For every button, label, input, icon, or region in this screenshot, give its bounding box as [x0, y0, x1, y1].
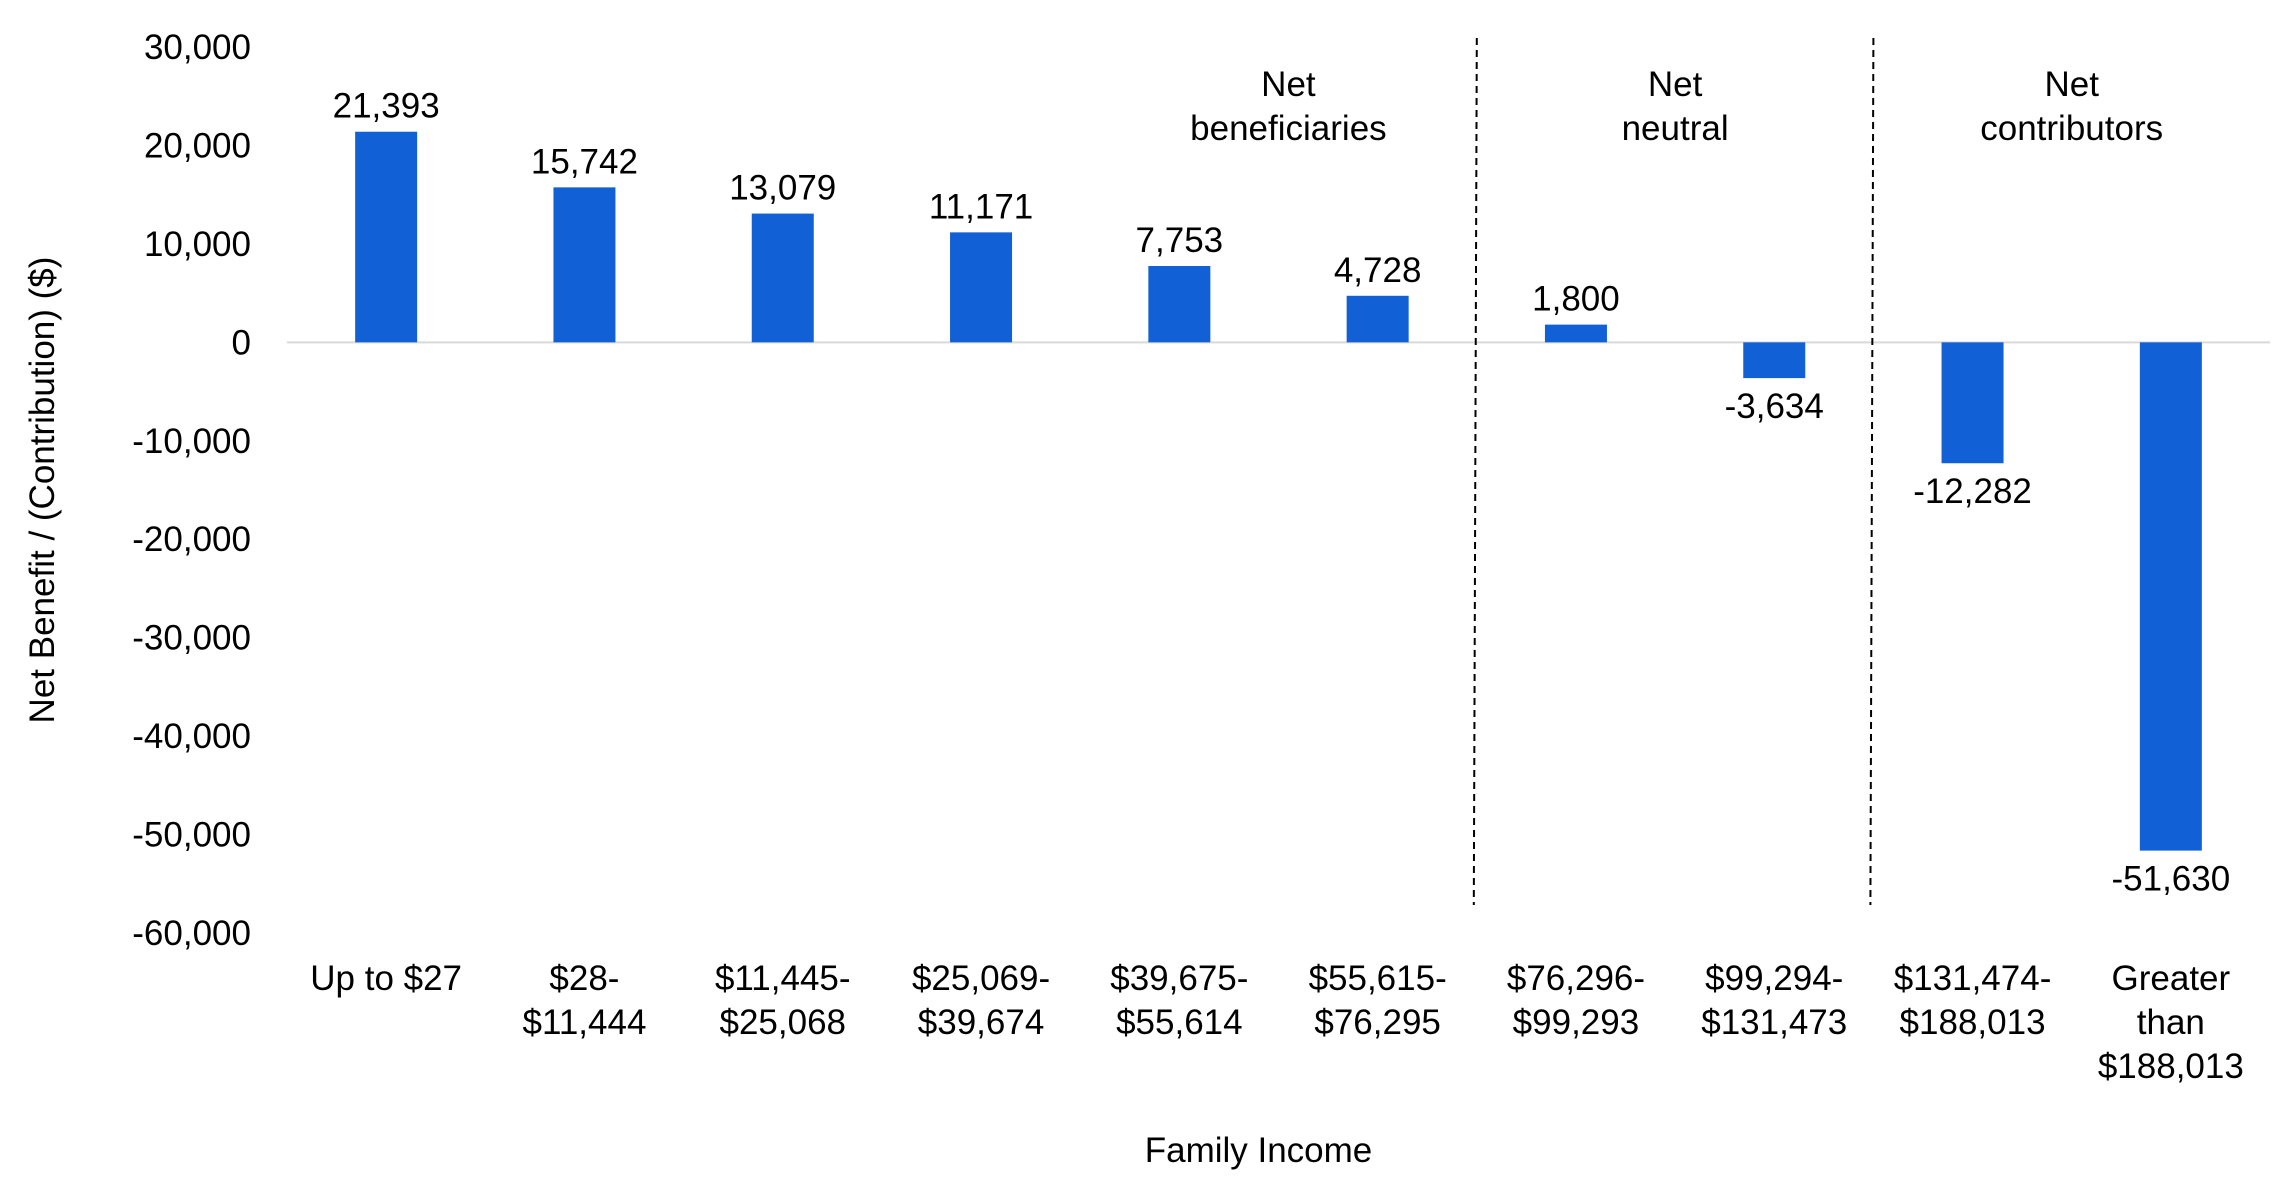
bar: [2139, 342, 2202, 851]
x-axis-title: Family Income: [1145, 1131, 1373, 1170]
group-label-line: Net: [1648, 65, 1703, 104]
group-divider: [1869, 37, 1875, 906]
x-category-label-line: Up to $27: [310, 959, 462, 998]
x-category-label-line: $131,474-: [1894, 959, 2052, 998]
bar-value-label: -3,634: [1725, 387, 1824, 426]
x-category-label: $99,294- $131,473: [1701, 959, 1847, 1042]
y-tick-label: 0: [232, 323, 251, 362]
bar: [1544, 324, 1607, 343]
bar-value-label: 11,171: [929, 187, 1033, 226]
bar-value-label: 1,800: [1532, 280, 1620, 319]
bar: [1743, 342, 1806, 379]
bar: [1941, 342, 2004, 464]
group-label-line: Net: [2044, 65, 2099, 104]
group-divider: [1472, 37, 1478, 906]
value-labels: 21,393 15,742 13,079 11,171 7,753 4,728 1,800 -…: [333, 87, 2231, 899]
group-label: Net contributors: [1980, 65, 2163, 148]
bar: [355, 131, 418, 343]
x-category-label-line: $76,295: [1314, 1003, 1441, 1042]
y-tick-label: -20,000: [132, 520, 251, 559]
y-tick-label: -40,000: [132, 717, 251, 756]
bar: [751, 213, 814, 343]
x-category-label-line: than: [2137, 1003, 2205, 1042]
x-category-label-line: $76,296-: [1507, 959, 1645, 998]
bar-value-label: -12,282: [1913, 472, 2032, 511]
x-category-label-line: Greater: [2112, 959, 2231, 998]
y-tick-label: -30,000: [132, 619, 251, 658]
x-category-label: $11,445- $25,068: [715, 959, 851, 1042]
group-label-line: contributors: [1980, 109, 2163, 148]
bar: [553, 187, 616, 343]
group-label-line: neutral: [1622, 109, 1729, 148]
x-category-label-line: $99,293: [1513, 1003, 1640, 1042]
y-tick-label: -50,000: [132, 816, 251, 855]
x-axis-category-labels: Up to $27 $28- $11,444 $11,445- $25,068 $25,0…: [310, 959, 2244, 1086]
bar: [950, 232, 1013, 343]
bar-value-label: -51,630: [2111, 860, 2230, 899]
x-category-label: $28- $11,444: [522, 959, 646, 1042]
bars: [355, 131, 2202, 851]
x-category-label-line: $28-: [549, 959, 619, 998]
group-dividers: [1472, 37, 1875, 906]
y-tick-label: -60,000: [132, 914, 251, 953]
bar-value-label: 13,079: [729, 169, 836, 208]
x-category-label: $76,296- $99,293: [1507, 959, 1645, 1042]
x-category-label-line: $188,013: [2098, 1047, 2244, 1086]
x-category-label-line: $99,294-: [1705, 959, 1843, 998]
bar-value-label: 15,742: [531, 142, 638, 181]
y-tick-label: -10,000: [132, 422, 251, 461]
x-category-label-line: $188,013: [1900, 1003, 2046, 1042]
bar-value-label: 7,753: [1136, 221, 1224, 260]
y-axis-title: Net Benefit / (Contribution) ($): [23, 257, 62, 724]
x-category-label-line: $131,473: [1701, 1003, 1847, 1042]
y-tick-label: 10,000: [144, 225, 251, 264]
x-category-label: Up to $27: [310, 959, 462, 998]
y-axis-ticks: 30,000 20,000 10,000 0 -10,000 -20,000 -30,000…: [132, 28, 251, 953]
bar: [1346, 295, 1409, 343]
bar-value-label: 4,728: [1334, 251, 1422, 290]
x-category-label-line: $55,614: [1116, 1003, 1243, 1042]
x-category-label-line: $55,615-: [1309, 959, 1447, 998]
x-category-label-line: $11,445-: [715, 959, 851, 998]
group-label: Net neutral: [1622, 65, 1729, 148]
y-tick-label: 30,000: [144, 28, 251, 67]
x-category-label: $55,615- $76,295: [1309, 959, 1447, 1042]
group-label-line: Net: [1261, 65, 1316, 104]
x-category-label-line: $39,675-: [1110, 959, 1248, 998]
x-category-label: $25,069- $39,674: [912, 959, 1050, 1042]
x-category-label: Greater than $188,013: [2098, 959, 2244, 1086]
y-tick-label: 20,000: [144, 126, 251, 165]
bar-value-label: 21,393: [333, 87, 440, 126]
x-category-label: $131,474- $188,013: [1894, 959, 2052, 1042]
x-category-label-line: $25,069-: [912, 959, 1050, 998]
x-category-label-line: $25,068: [719, 1003, 846, 1042]
group-label: Net beneficiaries: [1190, 65, 1387, 148]
group-label-line: beneficiaries: [1190, 109, 1387, 148]
x-category-label-line: $11,444: [522, 1003, 646, 1042]
bar: [1148, 266, 1211, 343]
x-category-label-line: $39,674: [918, 1003, 1045, 1042]
group-labels: Net beneficiaries Net neutral Net contributor…: [1190, 65, 2163, 148]
x-category-label: $39,675- $55,614: [1110, 959, 1248, 1042]
